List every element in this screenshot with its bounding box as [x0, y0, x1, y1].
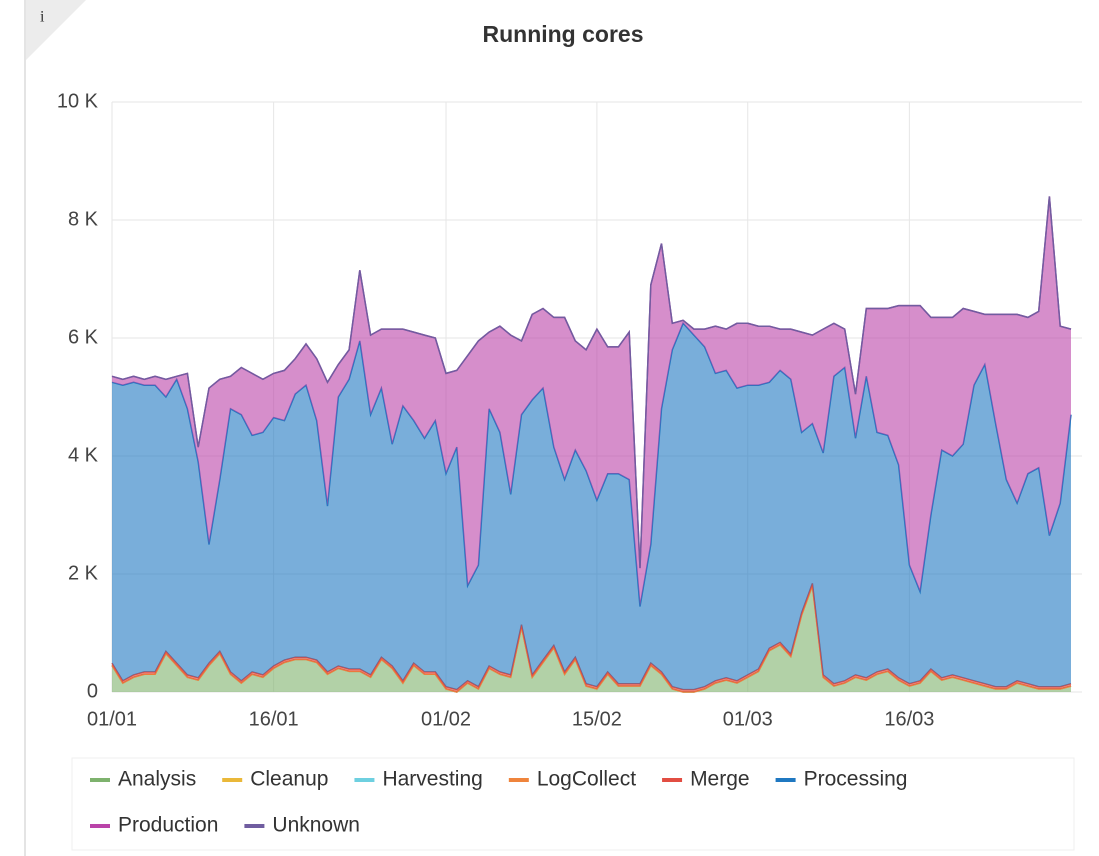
y-tick-label: 8 K	[68, 208, 99, 230]
area	[112, 585, 1071, 692]
legend-label[interactable]: Processing	[804, 768, 908, 791]
legend-item[interactable]: Harvesting	[354, 768, 483, 791]
y-tick-label: 2 K	[68, 562, 99, 584]
legend-item[interactable]: LogCollect	[508, 768, 636, 791]
legend-label[interactable]: Harvesting	[382, 768, 482, 791]
area	[112, 196, 1071, 607]
y-tick-label: 4 K	[68, 444, 99, 466]
info-icon[interactable]: i	[40, 9, 45, 26]
x-tick-label: 01/03	[723, 708, 773, 730]
legend-label[interactable]: LogCollect	[537, 768, 636, 791]
area	[112, 323, 1071, 690]
x-tick-label: 16/03	[884, 708, 934, 730]
legend-item[interactable]: Processing	[775, 768, 908, 791]
legend-label[interactable]: Cleanup	[250, 768, 328, 791]
y-tick-label: 0	[87, 680, 98, 702]
y-tick-label: 10 K	[57, 90, 99, 112]
legend-item[interactable]: Unknown	[244, 814, 360, 837]
legend-label[interactable]: Analysis	[118, 768, 196, 791]
legend-box	[71, 757, 1075, 851]
legend-item[interactable]: Production	[90, 814, 218, 837]
x-tick-label: 15/02	[572, 708, 622, 730]
info-corner[interactable]	[26, 0, 86, 60]
legend-label[interactable]: Production	[118, 814, 218, 837]
legend-label[interactable]: Unknown	[272, 814, 360, 837]
legend-item[interactable]: Analysis	[90, 768, 196, 791]
y-tick-label: 6 K	[68, 326, 99, 348]
x-tick-label: 16/01	[249, 708, 299, 730]
legend-item[interactable]: Cleanup	[222, 768, 328, 791]
x-tick-label: 01/02	[421, 708, 471, 730]
legend-item[interactable]: Merge	[662, 768, 750, 791]
legend-label[interactable]: Merge	[690, 768, 750, 791]
x-tick-label: 01/01	[87, 708, 137, 730]
chart-title: Running cores	[482, 21, 643, 47]
line	[111, 196, 1072, 569]
